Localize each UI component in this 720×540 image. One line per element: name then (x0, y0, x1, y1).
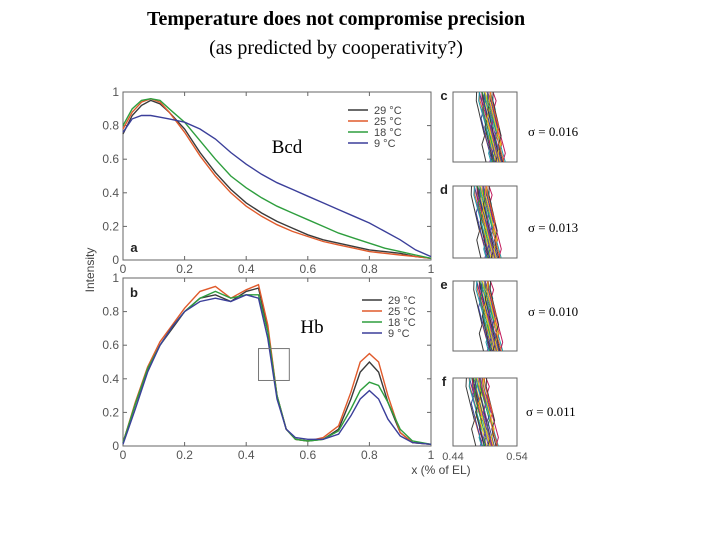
inset-trace (483, 186, 496, 258)
inset-trace (488, 186, 502, 258)
x-axis-label: x (% of EL) (411, 463, 470, 477)
slide-subtitle: (as predicted by cooperativity?) (209, 37, 463, 59)
legend-label: 29 °C (374, 105, 402, 117)
inset-traces-c (475, 92, 506, 162)
plot-frame-b (122, 277, 432, 447)
panel-letter-f: f (442, 374, 447, 389)
x-tick-label: 0.8 (361, 262, 378, 276)
series-line-9c (122, 294, 432, 445)
legend-label: 25 °C (374, 116, 402, 128)
inset-frame-f (452, 377, 518, 447)
series-line-25c (122, 283, 432, 445)
series-line-18c (122, 97, 432, 259)
y-tick-label: 0.4 (102, 186, 119, 200)
inset-trace (475, 92, 487, 162)
plot-frame-a (122, 91, 432, 261)
sigma-label-c: σ = 0.016 (528, 124, 579, 139)
series-line-25c (122, 97, 432, 259)
inset-trace (482, 378, 495, 446)
inset-trace (476, 378, 491, 446)
inset-trace (486, 281, 499, 351)
panel-letter-e: e (440, 277, 447, 292)
slide-title: Temperature does not compromise precisio… (146, 8, 526, 30)
inset-trace (492, 92, 506, 162)
inset-trace (475, 281, 489, 351)
y-tick-label: 0 (112, 253, 119, 267)
inset-trace (465, 378, 477, 446)
inset-trace (485, 378, 499, 446)
gene-label-hb: Hb (300, 317, 323, 338)
inset-trace (473, 186, 487, 258)
series-line-29c (122, 99, 432, 259)
inset-x-tick-label: 0.44 (442, 451, 463, 463)
inset-traces-d (470, 186, 502, 258)
inset-x-tick-label: 0.54 (506, 451, 527, 463)
panel-letter-b: b (130, 285, 138, 300)
panel-letter-d: d (440, 182, 448, 197)
legend-label: 18 °C (374, 127, 402, 139)
legend-label: 9 °C (388, 328, 410, 340)
inset-trace (489, 92, 502, 162)
inset-trace (485, 186, 498, 258)
y-tick-label: 0 (112, 439, 119, 453)
inset-trace (490, 92, 505, 162)
y-tick-label: 1 (112, 271, 119, 285)
x-tick-label: 0.6 (299, 262, 316, 276)
sigma-label-f: σ = 0.011 (526, 404, 576, 419)
inset-trace (487, 281, 502, 351)
inset-trace (478, 186, 491, 258)
inset-trace (480, 378, 493, 446)
inset-trace (469, 378, 483, 446)
y-tick-label: 0.2 (102, 219, 119, 233)
x-tick-label: 1 (428, 448, 435, 462)
inset-trace (470, 186, 482, 258)
inset-trace (474, 378, 487, 446)
series-line-29c (122, 287, 432, 445)
y-tick-label: 0.6 (102, 338, 119, 352)
panel-letter-c: c (440, 88, 447, 103)
inset-trace (478, 92, 492, 162)
x-tick-label: 0.8 (361, 448, 378, 462)
series-line-9c (122, 114, 432, 258)
y-tick-label: 0.8 (102, 119, 119, 133)
inset-trace (476, 186, 489, 258)
sigma-label-d: σ = 0.013 (528, 220, 578, 235)
inset-trace (479, 378, 491, 446)
y-axis-label: Intensity (83, 248, 97, 293)
y-tick-label: 0.6 (102, 152, 119, 166)
y-tick-label: 1 (112, 85, 119, 99)
panel-letter-a: a (130, 240, 138, 255)
x-tick-label: 0.2 (176, 448, 193, 462)
inset-trace (486, 186, 501, 258)
x-tick-label: 0.6 (299, 448, 316, 462)
inset-trace (482, 378, 495, 446)
x-tick-label: 0 (120, 262, 127, 276)
inset-trace (487, 92, 500, 162)
x-tick-label: 0.4 (238, 448, 255, 462)
inset-trace (483, 378, 498, 446)
series-line-18c (122, 290, 432, 445)
legend-label: 29 °C (388, 295, 416, 307)
y-tick-label: 0.2 (102, 405, 119, 419)
legend-label: 9 °C (374, 138, 396, 150)
gene-label-bcd: Bcd (272, 137, 303, 158)
legend-label: 18 °C (388, 317, 416, 329)
legend-label: 25 °C (388, 306, 416, 318)
sigma-label-e: σ = 0.010 (528, 304, 578, 319)
inset-traces-f (465, 378, 499, 446)
inset-trace (473, 281, 484, 351)
inset-trace (472, 378, 485, 446)
y-tick-label: 0.8 (102, 305, 119, 319)
inset-trace (480, 186, 494, 258)
x-tick-label: 0.2 (176, 262, 193, 276)
y-tick-label: 0.4 (102, 372, 119, 386)
x-tick-label: 1 (428, 262, 435, 276)
x-tick-label: 0 (120, 448, 127, 462)
inset-trace (468, 378, 483, 446)
zoom-box (258, 348, 290, 381)
inset-traces-e (473, 281, 504, 351)
x-tick-label: 0.4 (238, 262, 255, 276)
